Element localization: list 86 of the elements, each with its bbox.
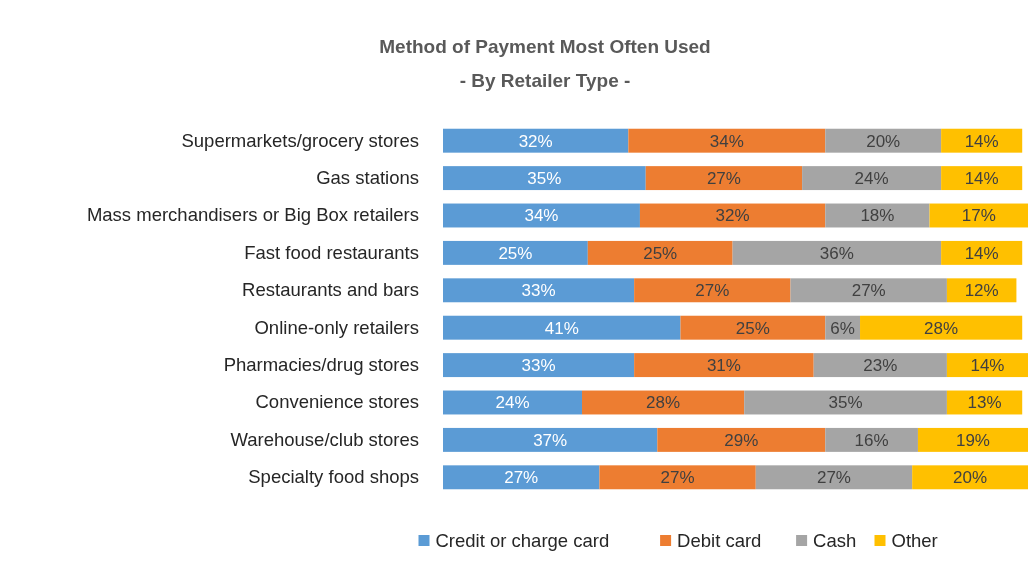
bar (790, 278, 947, 303)
data-label: 35% (527, 169, 562, 189)
y-tick-label: Pharmacies/drug stores (223, 354, 419, 376)
data-label: 19% (955, 430, 990, 450)
y-tick-label: Convenience stores (255, 391, 419, 413)
data-label: 34% (524, 206, 559, 226)
data-label: 14% (964, 243, 999, 263)
bar (443, 427, 658, 452)
bar (680, 315, 826, 340)
data-label: 6% (830, 318, 855, 338)
bar (860, 315, 1023, 340)
data-label: 36% (819, 243, 854, 263)
data-label: 32% (518, 131, 553, 151)
data-label: 16% (854, 430, 889, 450)
data-label: 27% (660, 468, 695, 488)
data-label: 28% (924, 318, 959, 338)
y-tick-label: Warehouse/club stores (230, 428, 419, 450)
data-label: 41% (544, 318, 579, 338)
bar (657, 427, 826, 452)
data-label: 33% (521, 356, 556, 376)
data-label: 27% (504, 468, 539, 488)
bar (634, 278, 791, 303)
bar (599, 465, 756, 490)
chart-title: Method of Payment Most Often Used (379, 36, 711, 57)
bar (639, 203, 826, 228)
bar (443, 353, 635, 378)
bar (443, 278, 635, 303)
bar (732, 240, 942, 265)
data-label: 32% (715, 206, 750, 226)
data-label: 29% (724, 430, 759, 450)
bar (443, 128, 629, 153)
data-label: 24% (495, 393, 530, 413)
bar (443, 315, 681, 340)
y-tick-label: Online-only retailers (254, 316, 419, 338)
data-label: 27% (706, 169, 741, 189)
data-label: 33% (521, 281, 556, 301)
data-label: 31% (706, 356, 741, 376)
data-label: 37% (533, 430, 568, 450)
bar (825, 427, 918, 452)
bar (917, 427, 1028, 452)
legend-label: Other (891, 530, 938, 552)
y-tick-label: Specialty food shops (248, 466, 419, 488)
legend-label: Credit or charge card (435, 530, 610, 552)
y-tick-label: Mass merchandisers or Big Box retailers (86, 204, 419, 226)
bar (813, 353, 947, 378)
y-tick-label: Supermarkets/grocery stores (181, 129, 419, 151)
bar (802, 166, 942, 191)
y-tick-label: Restaurants and bars (242, 279, 419, 301)
data-label: 14% (970, 356, 1005, 376)
bar (825, 128, 942, 153)
data-label: 25% (643, 243, 678, 263)
data-label: 23% (863, 356, 898, 376)
bar (587, 240, 733, 265)
bar (443, 166, 646, 191)
bar (912, 465, 1028, 490)
bar (645, 166, 803, 191)
chart-subtitle: - By Retailer Type - (459, 70, 631, 91)
data-label: 35% (828, 393, 863, 413)
data-label: 25% (498, 243, 533, 263)
legend-label: Cash (813, 530, 857, 552)
bar (443, 465, 600, 490)
data-label: 18% (860, 206, 895, 226)
data-label: 24% (854, 169, 889, 189)
bar (628, 128, 826, 153)
y-tick-label: Gas stations (316, 167, 419, 189)
data-label: 12% (964, 281, 999, 301)
data-label: 25% (735, 318, 770, 338)
data-label: 20% (866, 131, 901, 151)
data-label: 27% (851, 281, 886, 301)
data-label: 28% (646, 393, 681, 413)
data-label: 13% (967, 393, 1002, 413)
data-label: 17% (961, 206, 996, 226)
data-label: 14% (964, 169, 999, 189)
data-label: 27% (695, 281, 730, 301)
data-label: 27% (816, 468, 851, 488)
bar (582, 390, 745, 415)
bar (744, 390, 947, 415)
y-tick-label: Fast food restaurants (244, 241, 419, 263)
legend-label: Debit card (677, 530, 762, 552)
data-label: 20% (953, 468, 988, 488)
bar (443, 203, 640, 228)
data-label: 34% (709, 131, 744, 151)
bar (755, 465, 913, 490)
bar (443, 240, 588, 265)
bar (634, 353, 814, 378)
data-label: 14% (964, 131, 999, 151)
